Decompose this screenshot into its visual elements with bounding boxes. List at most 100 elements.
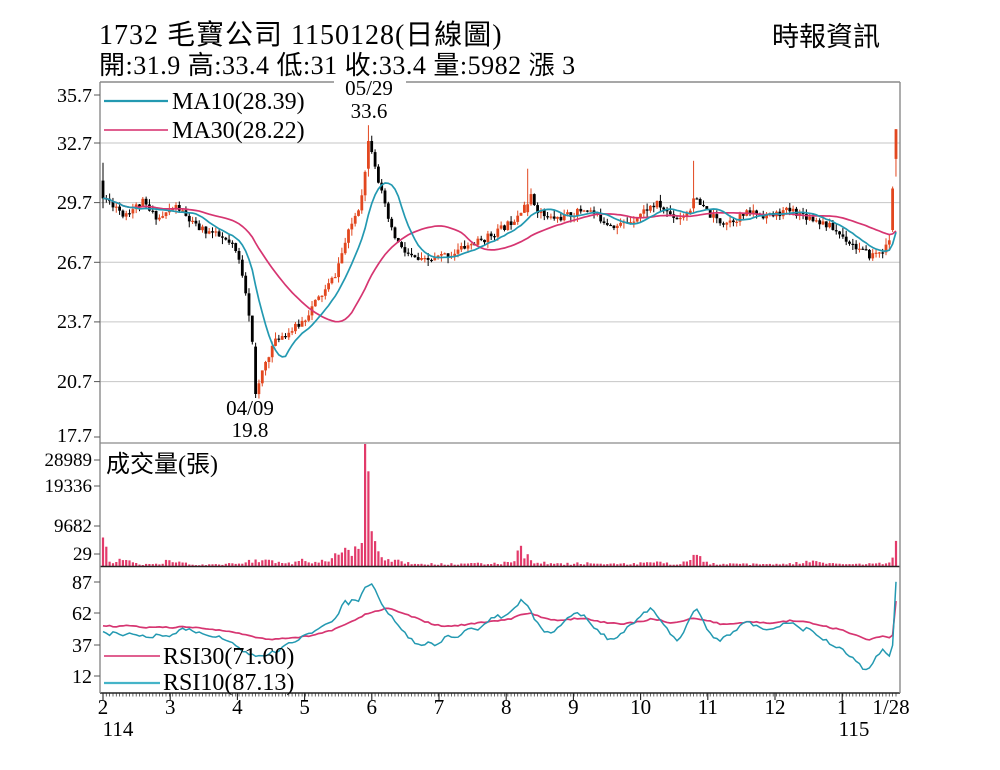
- candle-up: [576, 208, 579, 217]
- volume-bar: [188, 564, 191, 566]
- volume-bar: [549, 563, 552, 566]
- volume-bar: [437, 564, 440, 566]
- candle-down: [579, 208, 583, 212]
- volume-bar: [121, 560, 124, 566]
- rsi10-legend-label: RSI10(87.13): [163, 670, 294, 696]
- volume-bar: [675, 564, 679, 566]
- x-axis-month-label: 11: [698, 695, 718, 719]
- volume-bar: [556, 563, 559, 566]
- candle-up: [264, 362, 267, 371]
- volume-bar: [247, 559, 251, 566]
- volume-bar: [719, 564, 722, 566]
- volume-bar: [619, 563, 622, 566]
- candle-up: [728, 220, 732, 223]
- candle-up: [785, 207, 788, 211]
- volume-bar: [155, 563, 158, 566]
- candle-up: [516, 215, 520, 222]
- candle-down: [416, 257, 420, 260]
- volume-bar: [632, 563, 635, 566]
- candle-up: [808, 216, 812, 220]
- volume-bar: [417, 564, 420, 566]
- volume-bar: [888, 562, 891, 566]
- volume-bar: [443, 564, 446, 566]
- volume-bar: [592, 563, 596, 566]
- candle-down: [410, 253, 413, 256]
- candle-up: [350, 223, 354, 230]
- candle-up: [765, 214, 768, 219]
- candle-up: [337, 263, 340, 278]
- volume-bar: [148, 564, 151, 566]
- candle-up: [114, 206, 118, 208]
- candle-up: [499, 225, 503, 229]
- volume-bar: [828, 563, 831, 566]
- candle-up: [360, 195, 364, 211]
- volume-bar: [775, 563, 778, 566]
- ma10-line: [102, 182, 897, 358]
- candle-up: [529, 194, 533, 205]
- volume-bar: [559, 563, 562, 566]
- volume-bar: [742, 563, 745, 566]
- volume-bar: [208, 564, 211, 566]
- chart-title: 1732 毛寶公司 1150128(日線圖): [99, 20, 503, 51]
- candle-up: [456, 249, 460, 254]
- volume-bar: [427, 564, 430, 566]
- candle-up: [725, 222, 729, 225]
- candle-up: [712, 214, 715, 218]
- volume-tick-label: 29: [73, 544, 92, 565]
- candle-down: [788, 207, 792, 212]
- volume-bar: [380, 557, 383, 566]
- candle-up: [141, 198, 145, 207]
- volume-bar: [506, 562, 509, 566]
- candle-up: [632, 221, 636, 223]
- volume-bars: [101, 444, 898, 566]
- volume-bar: [257, 562, 260, 566]
- candle-up: [639, 213, 642, 219]
- volume-bar: [297, 561, 300, 566]
- x-axis-month-labels: 2 3 4 5 6 7 8 9 10 11 12 1 1/28: [98, 695, 910, 719]
- peak-date-label: 05/29: [345, 76, 393, 100]
- candle-up: [466, 245, 470, 249]
- volume-bar: [543, 561, 546, 566]
- candle-up: [436, 255, 440, 257]
- candle-down: [748, 210, 752, 215]
- volume-bar: [118, 558, 121, 566]
- volume-bar: [211, 564, 214, 566]
- volume-bar: [553, 563, 556, 566]
- candle-up: [367, 141, 370, 169]
- volume-bar: [659, 561, 662, 566]
- volume-bar: [221, 564, 224, 566]
- volume-bar: [748, 565, 752, 566]
- volume-bar: [274, 563, 277, 566]
- candle-up: [207, 231, 211, 234]
- candle-up: [828, 222, 831, 228]
- candle-down: [881, 252, 885, 254]
- volume-bar: [725, 564, 728, 566]
- x-axis-month-label: 2: [98, 695, 109, 719]
- candle-up: [891, 188, 894, 230]
- candle-up: [519, 212, 523, 216]
- volume-bar: [533, 563, 536, 566]
- candle-down: [250, 315, 254, 342]
- volume-bar: [845, 564, 848, 566]
- candle-up: [688, 210, 692, 214]
- volume-bar: [496, 564, 499, 566]
- volume-bar: [158, 564, 161, 566]
- volume-bar: [287, 562, 290, 566]
- volume-bar: [609, 563, 612, 566]
- volume-bar: [795, 562, 798, 566]
- volume-bar: [407, 562, 410, 566]
- candle-down: [542, 210, 546, 217]
- candle-up: [174, 205, 178, 210]
- candle-up: [469, 244, 473, 246]
- volume-bar: [476, 562, 479, 566]
- volume-bar: [413, 563, 416, 566]
- volume-bar: [334, 553, 337, 566]
- candle-down: [403, 247, 407, 253]
- volume-bar: [772, 564, 775, 566]
- volume-bar: [586, 562, 589, 566]
- volume-bar: [642, 562, 645, 566]
- volume-bar: [145, 563, 148, 566]
- volume-bar: [466, 563, 470, 566]
- candle-up: [320, 295, 324, 297]
- rsi-axis-labels: 87 62 37 12: [72, 572, 92, 688]
